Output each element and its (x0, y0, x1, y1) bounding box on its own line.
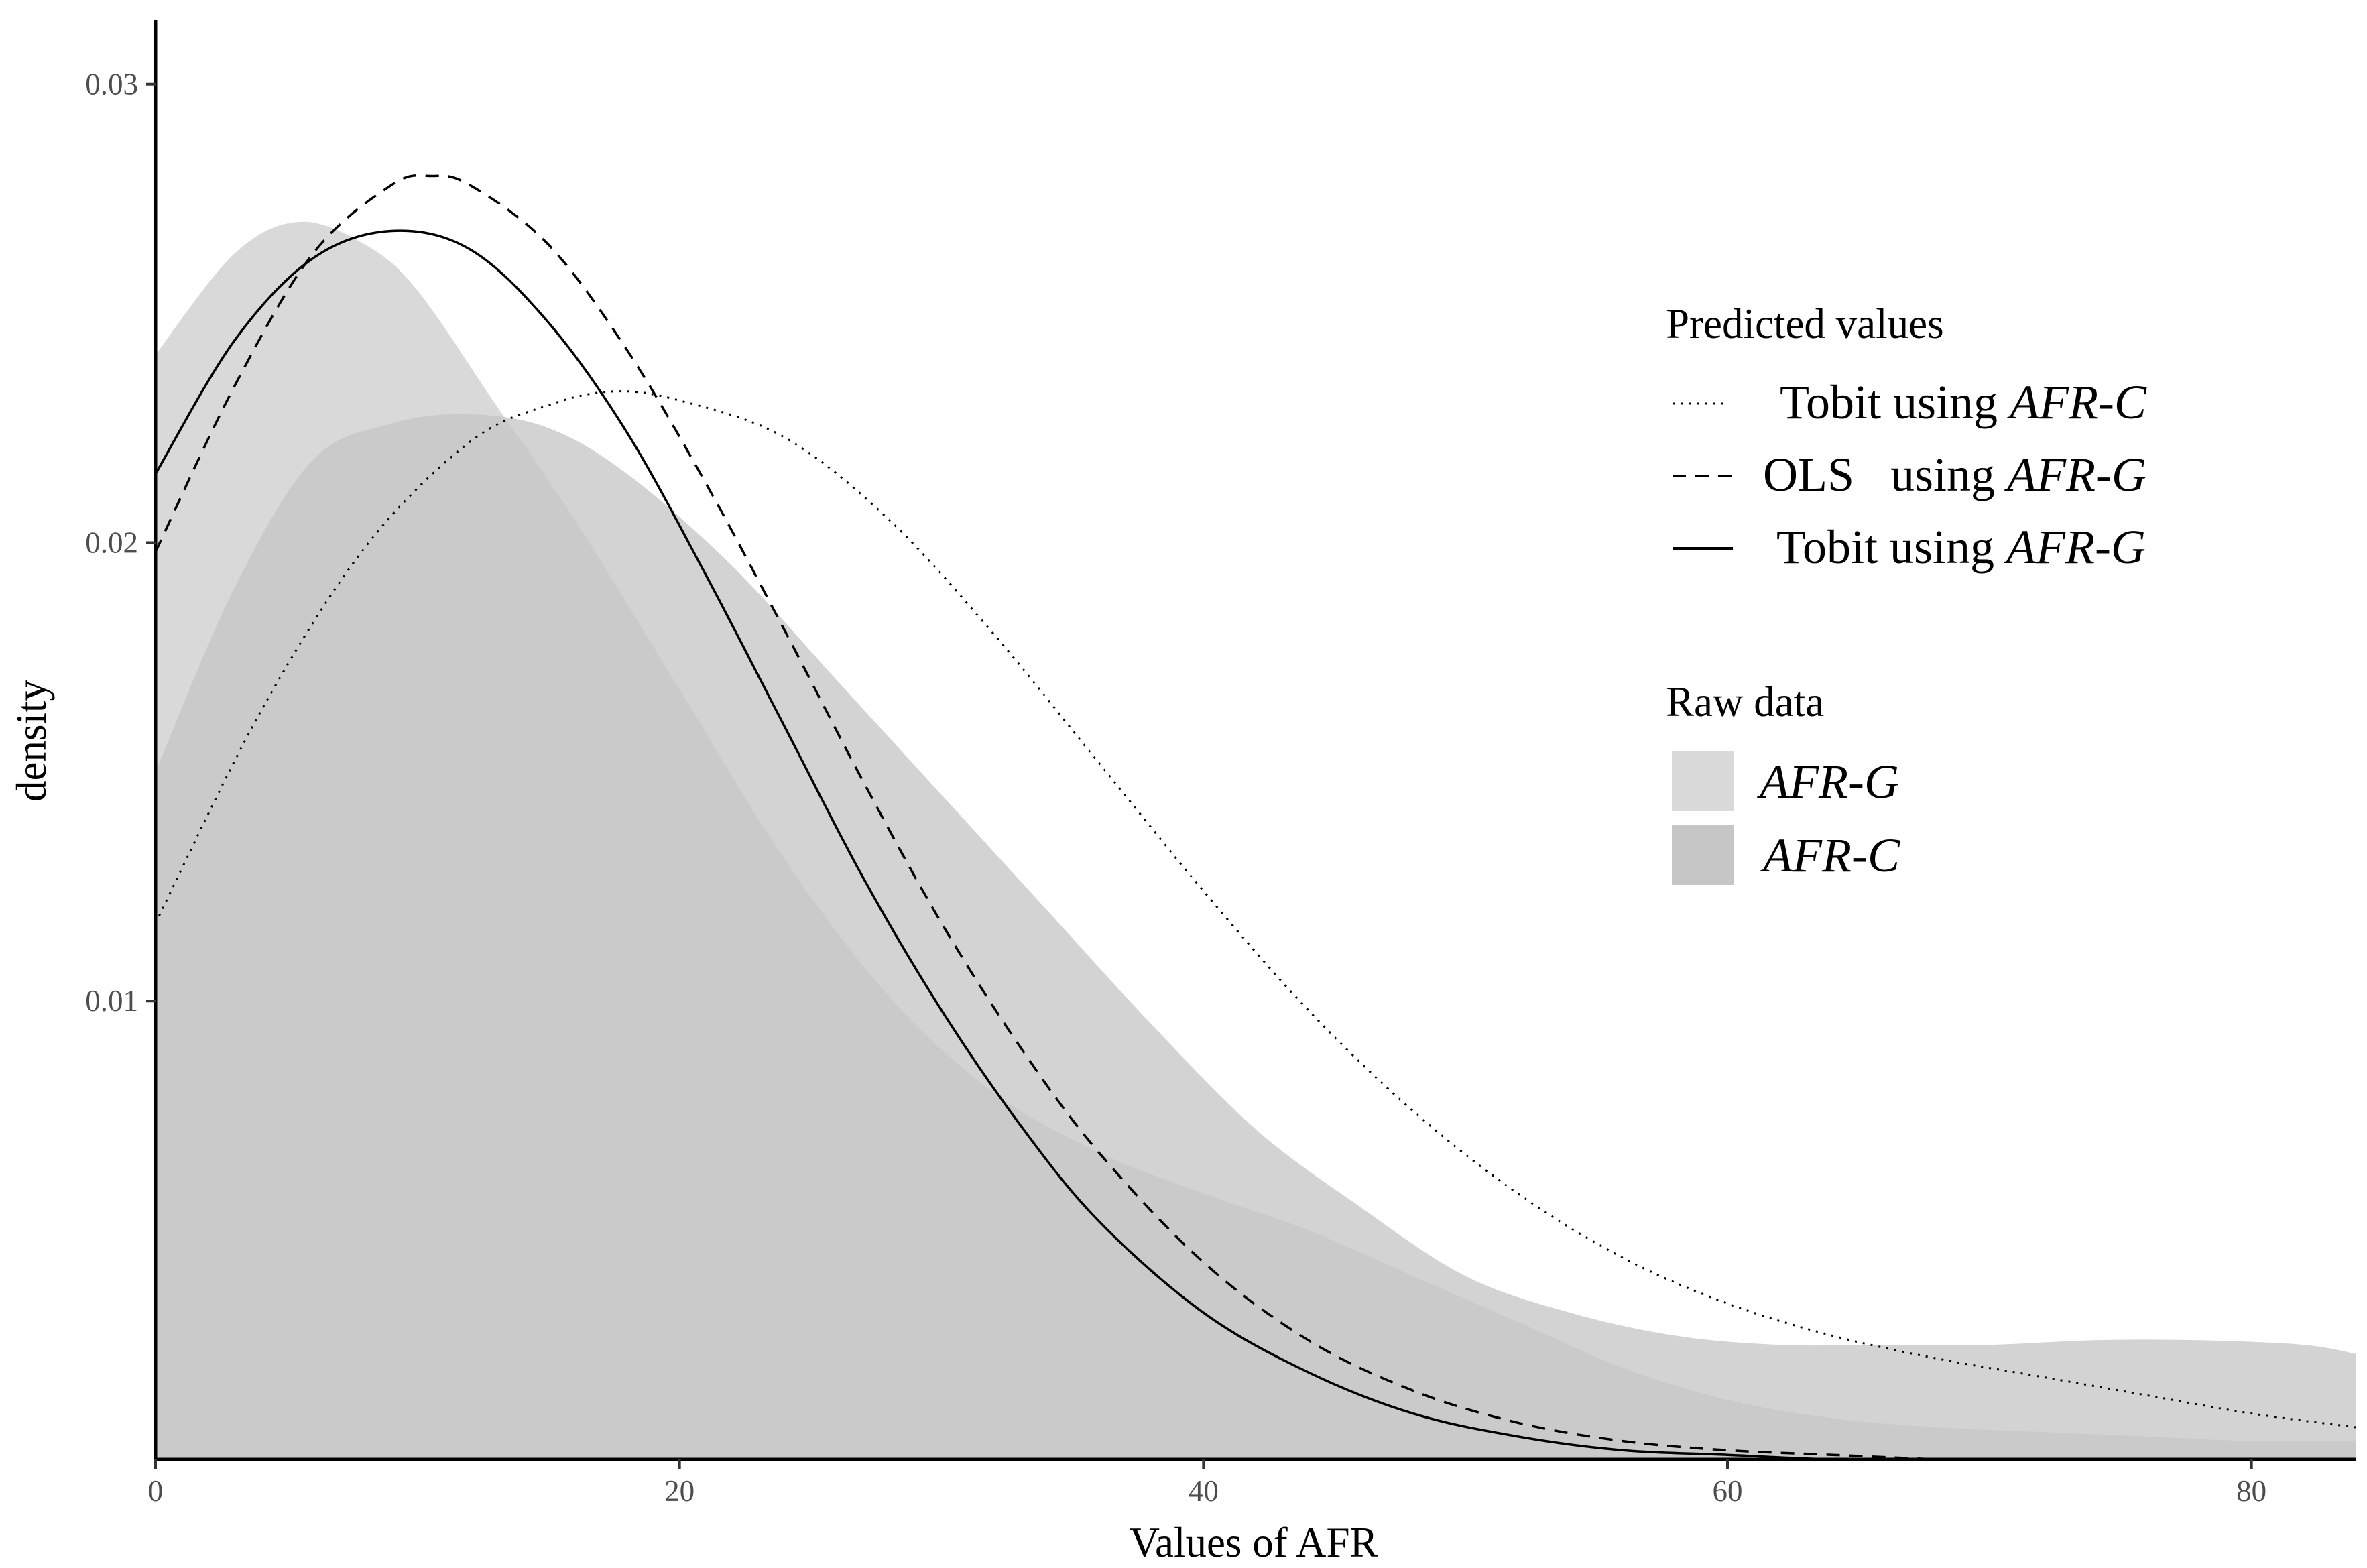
series-line-solid (154, 229, 1937, 1461)
legend-label: AFR-G (1757, 755, 1899, 808)
x-tick-label: 60 (1713, 1474, 1743, 1508)
x-axis-ticks: 0 20 40 60 80 (148, 1459, 2266, 1508)
legend-label-dash: - (1852, 829, 1868, 882)
y-tick-label: 0.01 (85, 984, 138, 1018)
x-tick-label: 40 (1189, 1474, 1219, 1508)
legend-label-var: AFR (1757, 755, 1848, 808)
legend-label-suffix: G (2111, 520, 2146, 574)
legend-swatch-afr-c (1672, 825, 1734, 885)
legend-label: OLS using AFR-G (1763, 448, 2146, 501)
legend-label-suffix: C (1868, 829, 1900, 882)
legend-label-var: AFR (1760, 829, 1852, 882)
legend: Predicted values Tobit using AFR-C OLS u… (1666, 300, 2147, 885)
plot-panel (154, 174, 2357, 1461)
y-axis-ticks: 0.01 0.02 0.03 (85, 68, 156, 1018)
legend-label-method: Tobit using (1776, 520, 1994, 574)
y-axis-title: density (8, 680, 55, 802)
legend-item-raw-afr-g: AFR-G (1672, 751, 1899, 811)
legend-label: Tobit using AFR-G (1776, 520, 2146, 574)
legend-label-var: AFR (2004, 448, 2096, 501)
y-tick-label: 0.02 (85, 526, 138, 559)
x-tick-label: 80 (2236, 1474, 2266, 1508)
legend-label-method: OLS using (1763, 448, 1995, 501)
legend-label-dash: - (2096, 448, 2112, 501)
legend-item-raw-afr-c: AFR-C (1672, 825, 1900, 885)
predicted-lines (154, 174, 2357, 1461)
legend-label-method: Tobit using (1780, 375, 1998, 429)
legend-label-dash: - (1848, 755, 1864, 808)
legend-title-raw: Raw data (1666, 678, 1824, 725)
series-line-dotted (154, 390, 2357, 1429)
x-tick-label: 20 (664, 1474, 694, 1508)
legend-label-var: AFR (2004, 520, 2095, 574)
legend-label-suffix: G (1864, 755, 1899, 808)
x-tick-label: 0 (148, 1474, 164, 1508)
legend-item-tobit-afr-g: Tobit using AFR-G (1673, 520, 2146, 574)
y-tick-label: 0.03 (85, 68, 138, 101)
legend-label-suffix: C (2114, 375, 2147, 429)
series-line-dashed (154, 174, 1937, 1461)
legend-item-tobit-afr-c: Tobit using AFR-C (1673, 375, 2147, 429)
legend-label: Tobit using AFR-C (1780, 375, 2147, 429)
legend-item-ols-afr-g: OLS using AFR-G (1673, 448, 2146, 501)
legend-label-suffix: G (2112, 448, 2146, 501)
legend-swatch-afr-g (1672, 751, 1734, 811)
legend-label-dash: - (2098, 375, 2114, 429)
legend-label-dash: - (2095, 520, 2111, 574)
legend-label: AFR-C (1760, 829, 1900, 882)
axes: 0 20 40 60 80 0.01 0.02 0.03 (85, 20, 2356, 1508)
legend-label-var: AFR (2007, 375, 2098, 429)
legend-title-predicted: Predicted values (1666, 300, 1944, 347)
x-axis-title: Values of AFR (1129, 1519, 1378, 1566)
density-area-afr-c (156, 414, 2356, 1459)
raw-data-areas (156, 221, 2356, 1460)
